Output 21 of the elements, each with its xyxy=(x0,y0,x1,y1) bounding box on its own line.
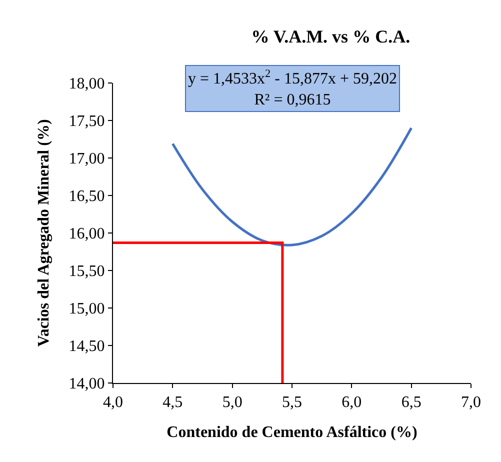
y-tick-label: 17,00 xyxy=(68,150,105,168)
y-tick-label: 14,00 xyxy=(68,376,105,393)
x-tick-label: 5,5 xyxy=(282,394,302,412)
annotation: y = 1,4533x$^{2}$ - 15,877x + 59,202 R² = 0,9615 xyxy=(188,68,397,109)
x-tick-label: 6,0 xyxy=(342,394,362,412)
line-series xyxy=(171,126,413,246)
y-tick-label: 16,50 xyxy=(68,188,105,206)
x-axis-title: Contenido de Cemento Asfáltico (%) xyxy=(166,424,418,441)
y-axis-title: Vacios del Agregado Mineral (%) xyxy=(36,119,53,347)
x-tick-label: 4,0 xyxy=(103,394,123,412)
x-tick-label: 6,5 xyxy=(401,394,422,412)
x-tick-label: 4,5 xyxy=(162,394,183,412)
y-tick-label: 17,50 xyxy=(68,113,105,130)
y-tick-label: 18,00 xyxy=(68,76,105,93)
y-tick-label: 15,50 xyxy=(68,263,105,280)
x-tick-label: 7,0 xyxy=(461,394,481,412)
y-tick-label: 15,00 xyxy=(68,300,105,318)
x-tick-label: 5,0 xyxy=(222,394,242,412)
y-tick-label: 14,50 xyxy=(68,338,105,356)
y-tick-label: 16,00 xyxy=(68,226,105,243)
chart-title: % V.A.M. vs % C.A. xyxy=(251,26,410,47)
